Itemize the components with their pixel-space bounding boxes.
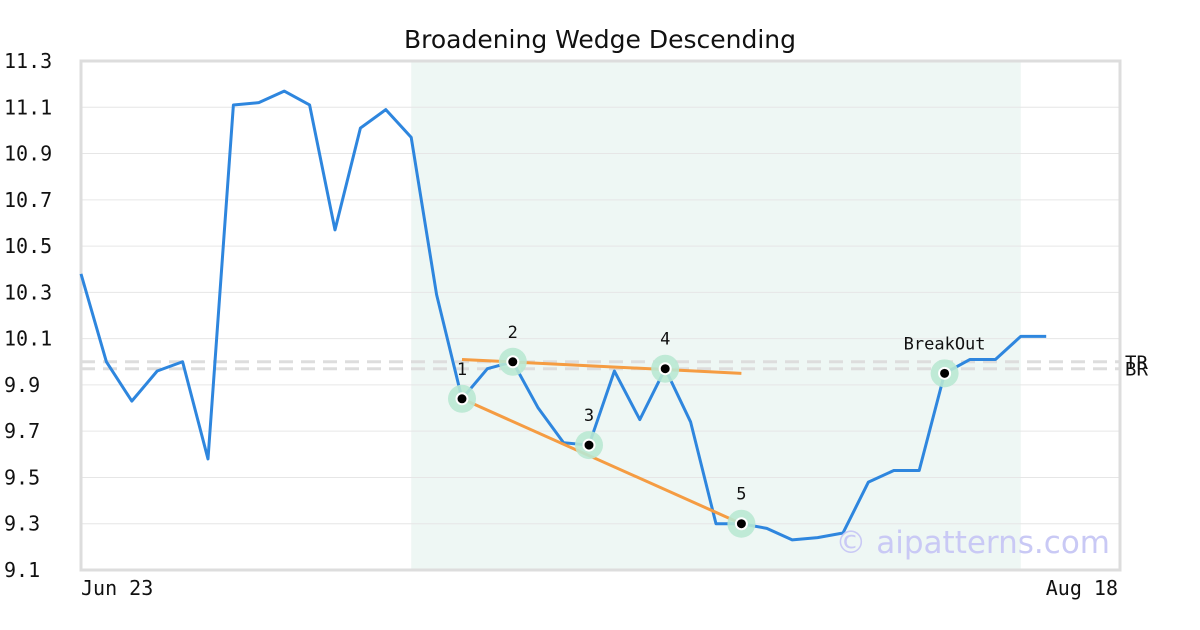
reference-label: TR: [1125, 352, 1148, 374]
pattern-point: [938, 366, 952, 380]
y-tick-label: 11.3: [4, 49, 52, 73]
y-tick-label: 10.9: [4, 142, 52, 166]
x-tick-label: Aug 18: [1046, 576, 1118, 600]
pattern-point-label: 5: [736, 485, 746, 505]
pattern-point: [734, 517, 748, 531]
pattern-point-label: BreakOut: [904, 334, 986, 354]
trend-line: [461, 397, 743, 526]
y-tick-label: 9.1: [4, 558, 40, 582]
y-tick-label: 9.3: [4, 512, 40, 536]
y-tick-label: 10.5: [4, 234, 52, 258]
y-tick-label: 11.1: [4, 95, 52, 119]
y-tick-label: 9.9: [4, 373, 40, 397]
pattern-point: [506, 355, 520, 369]
pattern-point: [455, 392, 469, 406]
pattern-point: [582, 438, 596, 452]
pattern-region: [411, 61, 1021, 570]
pattern-point-label: 1: [457, 360, 467, 380]
y-axis: 9.1 9.3 9.5 9.7 9.9 10.1 10.3 10.5 10.7 10.9 11.1 1…: [4, 49, 52, 582]
y-tick-label: 9.5: [4, 465, 40, 489]
y-tick-label: 10.1: [4, 327, 52, 351]
pattern-point-label: 2: [508, 323, 518, 343]
x-tick-label: Jun 23: [81, 576, 153, 600]
pattern-point-label: 4: [660, 330, 670, 350]
y-tick-label: 10.7: [4, 188, 52, 212]
reference-label: BR: [1125, 359, 1148, 381]
plot-frame: [79, 59, 1122, 572]
pattern-markers: 1 2 3 4 5 BreakOut: [448, 323, 986, 538]
pattern-point-label: 3: [584, 406, 594, 426]
pattern-point: [658, 362, 672, 376]
y-tick-label: 9.7: [4, 419, 40, 443]
x-axis: Jun 23 Aug 18: [81, 576, 1118, 600]
y-tick-label: 10.3: [4, 280, 52, 304]
watermark: © aipatterns.com: [835, 525, 1110, 561]
chart-title: Broadening Wedge Descending: [404, 25, 796, 54]
